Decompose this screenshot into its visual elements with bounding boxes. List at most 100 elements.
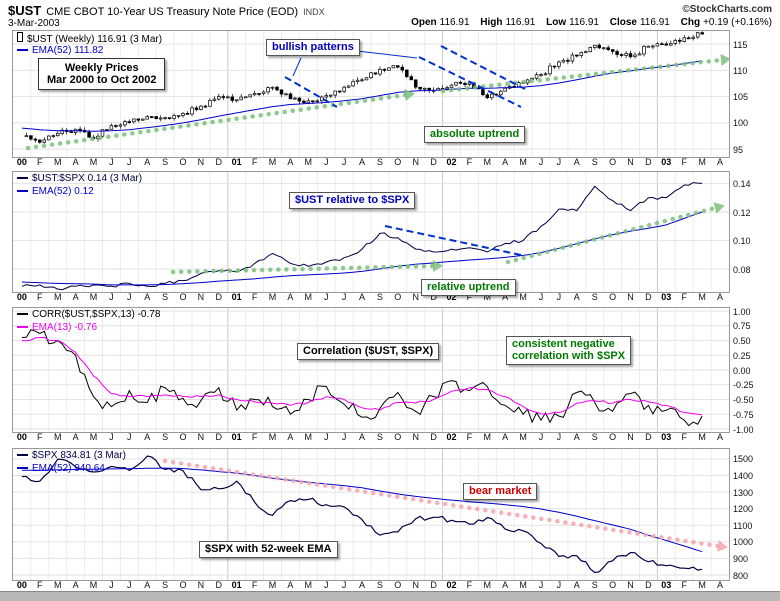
x-axis-label: M xyxy=(483,432,492,442)
y-axis-label: 1200 xyxy=(733,504,754,515)
x-axis-label: M xyxy=(268,580,277,590)
trend-arrow xyxy=(170,260,443,275)
annotation-correlation: Correlation ($UST, $SPX) xyxy=(297,343,440,360)
x-axis-label: N xyxy=(197,157,205,167)
spx-legend-row: $SPX 834.81 (3 Mar) xyxy=(17,450,126,461)
x-axis-label: J xyxy=(109,580,114,590)
x-axis-label: F xyxy=(681,432,688,442)
annotation-line: correlation with $SPX xyxy=(512,350,626,362)
ema-line-icon xyxy=(17,326,28,328)
y-axis-label: 0.00 xyxy=(733,365,751,376)
bullish-trendline xyxy=(418,56,522,108)
x-axis-label: J xyxy=(127,432,132,442)
x-axis-label: A xyxy=(358,432,365,442)
annotation-absolute-uptrend: absolute uptrend xyxy=(424,126,526,143)
x-axis-label: O xyxy=(179,432,187,442)
x-axis-label: J xyxy=(556,580,562,590)
x-axis-label: M xyxy=(54,432,62,442)
open-label: Open xyxy=(411,17,437,28)
gridlines xyxy=(13,308,729,432)
y-axis-label: 0.50 xyxy=(733,336,751,346)
x-axis-label: D xyxy=(430,292,437,302)
x-axis-label: J xyxy=(324,432,329,442)
series-line xyxy=(21,211,703,286)
y-axis-label: -0.50 xyxy=(733,395,754,405)
close-value: 116.91 xyxy=(639,17,670,28)
x-axis-label: J xyxy=(324,157,329,167)
y-axis-label: 0.14 xyxy=(733,178,751,189)
x-axis-label: A xyxy=(287,432,294,442)
y-axis-label: 1100 xyxy=(733,520,753,531)
x-axis-label: M xyxy=(483,580,492,590)
y-axis-label: 900 xyxy=(733,553,749,564)
panel-spx: $SPX 834.81 (3 Mar) EMA(52) 940.64 xyxy=(12,448,730,581)
x-axis-label: J xyxy=(341,580,347,590)
series-line xyxy=(21,60,703,132)
x-axis-label: M xyxy=(89,580,98,590)
ust-weekly-plot xyxy=(13,31,729,157)
x-axis-label: S xyxy=(162,157,169,167)
ratio-ema-legend-row: EMA(52) 0.12 xyxy=(17,186,94,197)
x-axis-label: A xyxy=(287,157,294,167)
corr-legend: CORR($UST,$SPX,13) -0.78 xyxy=(32,309,161,320)
high-value: 116.91 xyxy=(505,17,536,28)
ust-legend-row: $UST (Weekly) 116.91 (3 Mar) xyxy=(17,32,162,45)
x-axis-label: N xyxy=(412,580,419,590)
annotation-bullish-patterns: bullish patterns xyxy=(266,39,360,56)
x-axis-label: M xyxy=(304,580,313,590)
close-label: Close xyxy=(609,17,637,28)
x-axis-label: M xyxy=(89,292,98,302)
x-axis-label: D xyxy=(430,157,437,167)
gridlines xyxy=(13,31,729,157)
y-axis-label: -0.75 xyxy=(733,409,754,420)
x-axis-label: A xyxy=(573,157,580,167)
x-axis-label: J xyxy=(538,432,544,442)
x-axis: 00 F M A M J J A S O N D 01 F M A M J J A S O N D 02 F M A M J J A S O N D 0… xyxy=(12,580,730,591)
x-axis-label: O xyxy=(179,580,187,590)
x-axis-label: M xyxy=(268,292,277,302)
ust-ema-legend: EMA(52) 111.82 xyxy=(32,45,104,56)
x-axis-label: F xyxy=(37,292,43,302)
x-axis-label: 00 xyxy=(16,580,27,590)
x-axis-label: S xyxy=(162,292,169,302)
high-label: High xyxy=(480,17,503,28)
x-axis-label: J xyxy=(324,292,329,302)
ema-line-icon xyxy=(17,190,28,192)
open-value: 116.91 xyxy=(439,17,470,28)
x-axis-label: M xyxy=(268,432,277,442)
series-line xyxy=(21,329,703,427)
x-axis-label: M xyxy=(698,292,706,302)
x-axis-label: D xyxy=(215,432,223,442)
x-axis-label: D xyxy=(215,292,223,302)
x-axis-label: A xyxy=(358,580,365,590)
ema-line-icon xyxy=(17,49,28,51)
series-line xyxy=(21,455,703,574)
low-value: 116.91 xyxy=(569,17,599,28)
x-axis-label: O xyxy=(609,580,617,590)
panel-correlation: CORR($UST,$SPX,13) -0.78 EMA(13) -0.76 xyxy=(12,307,730,433)
gridlines xyxy=(13,172,729,292)
x-axis-label: J xyxy=(127,157,132,167)
y-axis-label: 0.75 xyxy=(733,321,751,332)
x-axis-label: M xyxy=(304,292,313,302)
x-axis-label: A xyxy=(358,292,365,302)
x-axis-label: F xyxy=(251,432,258,442)
x-axis-label: 00 xyxy=(16,432,27,442)
spx-legend: $SPX 834.81 (3 Mar) xyxy=(32,450,126,461)
x-axis-label: J xyxy=(556,292,562,302)
x-axis-label: F xyxy=(251,292,258,302)
ratio-legend: $UST:$SPX 0.14 (3 Mar) xyxy=(32,173,143,184)
x-axis-label: N xyxy=(412,292,419,302)
series-line xyxy=(21,467,703,553)
title-line: $UST CME CBOT 10-Year US Treasury Note Pr… xyxy=(8,3,325,18)
spx-ema-legend-row: EMA(52) 940.64 xyxy=(17,463,105,474)
annotation-consistent-negative: consistent negative correlation with $SP… xyxy=(506,336,632,365)
x-axis-label: A xyxy=(573,292,580,302)
x-axis-label: F xyxy=(37,157,43,167)
corr-ema-legend-row: EMA(13) -0.76 xyxy=(17,322,97,333)
x-axis-label: J xyxy=(109,157,114,167)
x-axis-label: O xyxy=(394,432,402,442)
y-axis-label: -0.25 xyxy=(733,380,754,391)
x-axis-label: D xyxy=(645,580,652,590)
x-axis-label: M xyxy=(304,432,313,442)
